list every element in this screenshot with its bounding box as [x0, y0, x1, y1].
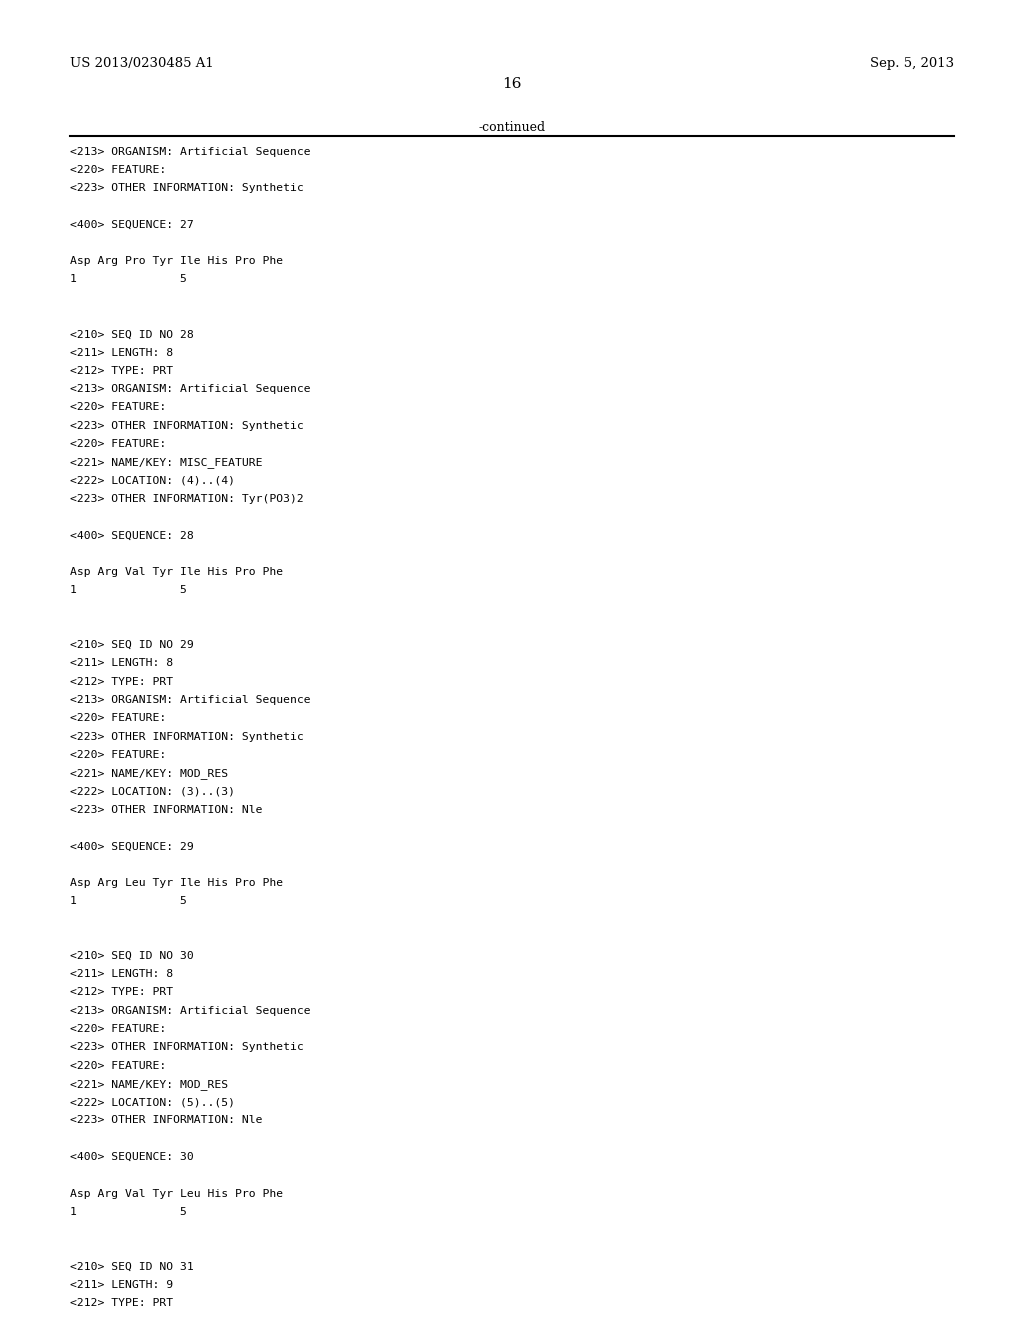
Text: <400> SEQUENCE: 29: <400> SEQUENCE: 29 [70, 841, 194, 851]
Text: Asp Arg Leu Tyr Ile His Pro Phe: Asp Arg Leu Tyr Ile His Pro Phe [70, 878, 283, 888]
Text: Asp Arg Val Tyr Ile His Pro Phe: Asp Arg Val Tyr Ile His Pro Phe [70, 568, 283, 577]
Text: <211> LENGTH: 8: <211> LENGTH: 8 [70, 659, 173, 668]
Text: <223> OTHER INFORMATION: Synthetic: <223> OTHER INFORMATION: Synthetic [70, 1043, 303, 1052]
Text: <213> ORGANISM: Artificial Sequence: <213> ORGANISM: Artificial Sequence [70, 147, 310, 157]
Text: <220> FEATURE:: <220> FEATURE: [70, 713, 166, 723]
Text: <220> FEATURE:: <220> FEATURE: [70, 1061, 166, 1071]
Text: <222> LOCATION: (3)..(3): <222> LOCATION: (3)..(3) [70, 787, 234, 796]
Text: <210> SEQ ID NO 31: <210> SEQ ID NO 31 [70, 1262, 194, 1271]
Text: Asp Arg Pro Tyr Ile His Pro Phe: Asp Arg Pro Tyr Ile His Pro Phe [70, 256, 283, 267]
Text: <210> SEQ ID NO 29: <210> SEQ ID NO 29 [70, 640, 194, 651]
Text: <213> ORGANISM: Artificial Sequence: <213> ORGANISM: Artificial Sequence [70, 384, 310, 395]
Text: <211> LENGTH: 8: <211> LENGTH: 8 [70, 347, 173, 358]
Text: Sep. 5, 2013: Sep. 5, 2013 [870, 57, 954, 70]
Text: <400> SEQUENCE: 30: <400> SEQUENCE: 30 [70, 1152, 194, 1162]
Text: <400> SEQUENCE: 28: <400> SEQUENCE: 28 [70, 531, 194, 540]
Text: 1               5: 1 5 [70, 585, 186, 595]
Text: <210> SEQ ID NO 28: <210> SEQ ID NO 28 [70, 329, 194, 339]
Text: Asp Arg Val Tyr Leu His Pro Phe: Asp Arg Val Tyr Leu His Pro Phe [70, 1188, 283, 1199]
Text: 16: 16 [502, 77, 522, 91]
Text: <222> LOCATION: (5)..(5): <222> LOCATION: (5)..(5) [70, 1097, 234, 1107]
Text: <212> TYPE: PRT: <212> TYPE: PRT [70, 987, 173, 998]
Text: 1               5: 1 5 [70, 1206, 186, 1217]
Text: <221> NAME/KEY: MOD_RES: <221> NAME/KEY: MOD_RES [70, 768, 227, 779]
Text: <213> ORGANISM: Artificial Sequence: <213> ORGANISM: Artificial Sequence [70, 694, 310, 705]
Text: <222> LOCATION: (4)..(4): <222> LOCATION: (4)..(4) [70, 475, 234, 486]
Text: <221> NAME/KEY: MISC_FEATURE: <221> NAME/KEY: MISC_FEATURE [70, 457, 262, 469]
Text: -continued: -continued [478, 121, 546, 135]
Text: <223> OTHER INFORMATION: Nle: <223> OTHER INFORMATION: Nle [70, 1115, 262, 1126]
Text: <221> NAME/KEY: MOD_RES: <221> NAME/KEY: MOD_RES [70, 1078, 227, 1090]
Text: <220> FEATURE:: <220> FEATURE: [70, 440, 166, 449]
Text: 1               5: 1 5 [70, 896, 186, 906]
Text: <211> LENGTH: 9: <211> LENGTH: 9 [70, 1280, 173, 1290]
Text: US 2013/0230485 A1: US 2013/0230485 A1 [70, 57, 213, 70]
Text: <212> TYPE: PRT: <212> TYPE: PRT [70, 366, 173, 376]
Text: <220> FEATURE:: <220> FEATURE: [70, 750, 166, 760]
Text: <211> LENGTH: 8: <211> LENGTH: 8 [70, 969, 173, 979]
Text: <212> TYPE: PRT: <212> TYPE: PRT [70, 677, 173, 686]
Text: <223> OTHER INFORMATION: Synthetic: <223> OTHER INFORMATION: Synthetic [70, 731, 303, 742]
Text: <223> OTHER INFORMATION: Synthetic: <223> OTHER INFORMATION: Synthetic [70, 421, 303, 430]
Text: <220> FEATURE:: <220> FEATURE: [70, 165, 166, 174]
Text: <400> SEQUENCE: 27: <400> SEQUENCE: 27 [70, 219, 194, 230]
Text: <210> SEQ ID NO 30: <210> SEQ ID NO 30 [70, 950, 194, 961]
Text: 1               5: 1 5 [70, 275, 186, 285]
Text: <223> OTHER INFORMATION: Nle: <223> OTHER INFORMATION: Nle [70, 805, 262, 814]
Text: <212> TYPE: PRT: <212> TYPE: PRT [70, 1299, 173, 1308]
Text: <220> FEATURE:: <220> FEATURE: [70, 1024, 166, 1034]
Text: <223> OTHER INFORMATION: Tyr(PO3)2: <223> OTHER INFORMATION: Tyr(PO3)2 [70, 494, 303, 504]
Text: <213> ORGANISM: Artificial Sequence: <213> ORGANISM: Artificial Sequence [70, 1006, 310, 1016]
Text: <223> OTHER INFORMATION: Synthetic: <223> OTHER INFORMATION: Synthetic [70, 183, 303, 193]
Text: <220> FEATURE:: <220> FEATURE: [70, 403, 166, 412]
